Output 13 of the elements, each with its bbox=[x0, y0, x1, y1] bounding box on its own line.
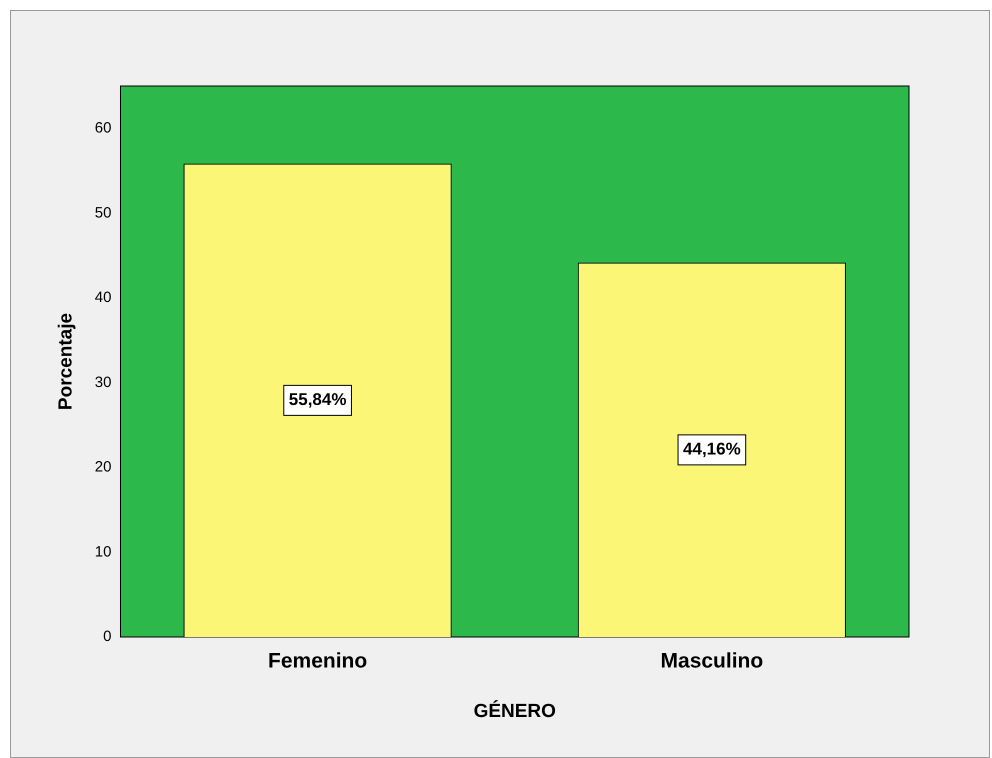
y-tick-label: 30 bbox=[94, 374, 112, 391]
y-tick-label: 10 bbox=[94, 543, 112, 560]
x-tick-label: Femenino bbox=[268, 649, 368, 672]
y-tick-label: 0 bbox=[103, 628, 112, 646]
y-tick-label: 20 bbox=[94, 458, 112, 476]
x-axis-title: GÉNERO bbox=[474, 700, 556, 722]
y-tick-label: 60 bbox=[94, 120, 112, 137]
y-axis-title: Porcentaje bbox=[56, 312, 77, 410]
data-label: 44,16% bbox=[683, 440, 741, 459]
x-tick-label: Masculino bbox=[660, 649, 764, 672]
y-tick-label: 40 bbox=[94, 289, 112, 306]
y-tick-label: 50 bbox=[94, 204, 112, 222]
data-label: 55,84% bbox=[288, 390, 346, 410]
